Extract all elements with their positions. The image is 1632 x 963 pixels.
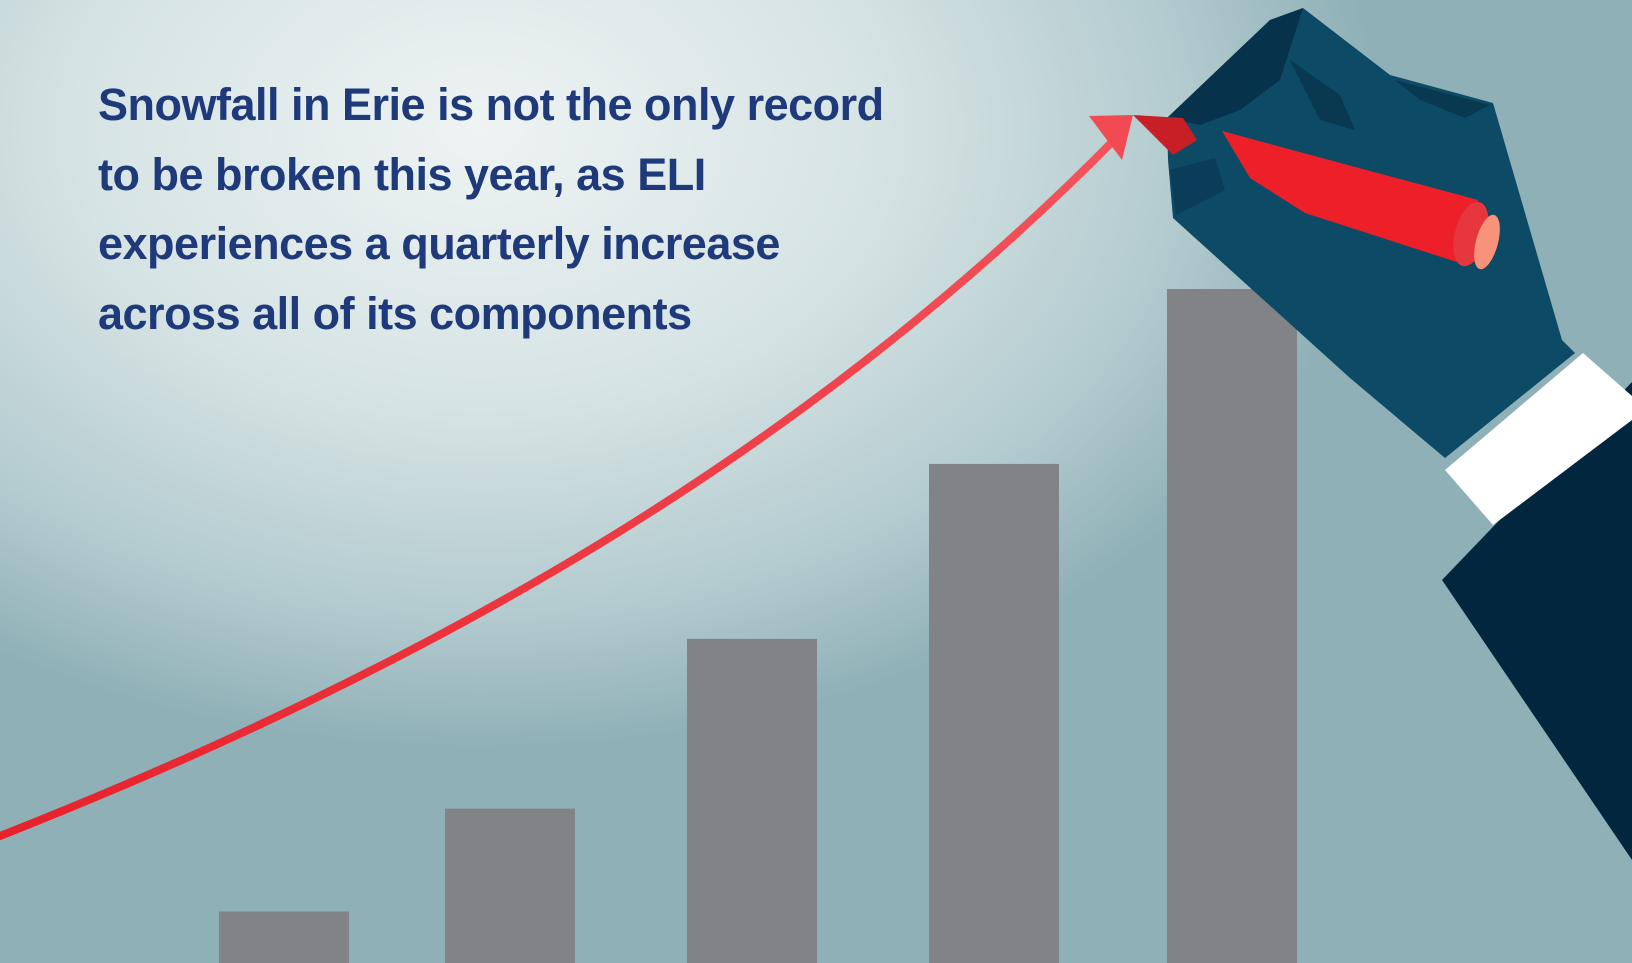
bar-2 xyxy=(445,808,575,963)
bar-4 xyxy=(929,463,1059,963)
marker-body xyxy=(1222,131,1478,264)
suit-sleeve xyxy=(1442,382,1632,860)
bar-3 xyxy=(687,638,817,963)
headline-text: Snowfall in Erie is not the only record … xyxy=(98,79,884,339)
trend-arrowhead xyxy=(1089,115,1133,160)
marker-tip xyxy=(1133,115,1197,155)
hand-shadow xyxy=(1167,8,1303,125)
marker-pen xyxy=(1133,115,1500,270)
bar-5 xyxy=(1167,289,1297,963)
hand-palm-shadow xyxy=(1170,158,1225,215)
hand-knuckle-fold xyxy=(1395,80,1490,118)
trend-arrow-line xyxy=(0,132,1122,840)
bar-1 xyxy=(219,911,349,963)
marker-cap xyxy=(1474,214,1500,270)
hand-finger-fold xyxy=(1290,60,1355,130)
bar-series xyxy=(219,289,1297,963)
shirt-cuff xyxy=(1445,353,1632,525)
